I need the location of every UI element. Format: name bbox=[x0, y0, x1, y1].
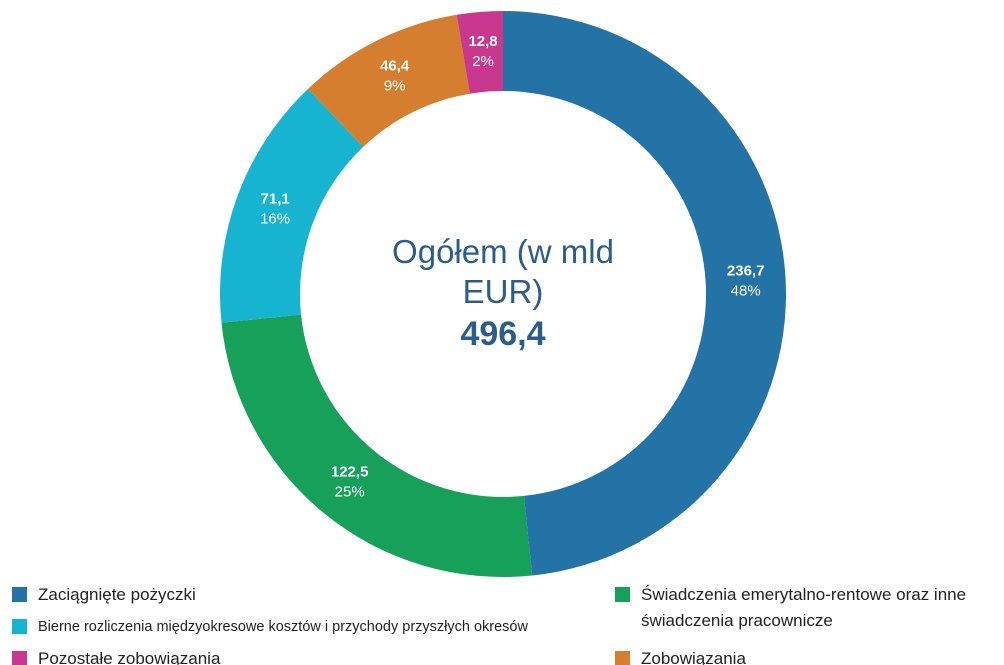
legend-item: Zobowiązania bbox=[615, 646, 975, 665]
donut-segment bbox=[219, 88, 364, 323]
legend-label: Pozostałe zobowiązania bbox=[38, 649, 221, 665]
donut-segment bbox=[308, 14, 470, 147]
value-label: 71,1 bbox=[261, 191, 290, 208]
legend-item: Świadczenia emerytalno-rentowe oraz inne… bbox=[615, 582, 975, 634]
legend-swatch bbox=[12, 651, 27, 665]
legend-item: Bierne rozliczenia międzyokresowe kosztó… bbox=[12, 614, 612, 640]
value-label: 236,7 bbox=[727, 262, 765, 279]
percent-label: 2% bbox=[472, 53, 494, 70]
center-label: Ogółem (w mld EUR) bbox=[392, 233, 614, 310]
value-label: 12,8 bbox=[468, 33, 497, 50]
donut-segment bbox=[456, 11, 503, 94]
legend-swatch bbox=[12, 587, 27, 602]
value-label: 46,4 bbox=[380, 57, 410, 74]
percent-label: 25% bbox=[335, 483, 365, 500]
value-label: 122,5 bbox=[331, 463, 369, 480]
center-total: 496,4 bbox=[460, 315, 546, 353]
legend-label: Zobowiązania bbox=[641, 649, 746, 665]
legend-label: Zaciągnięte pożyczki bbox=[38, 585, 196, 604]
legend-label: Bierne rozliczenia międzyokresowe kosztó… bbox=[38, 619, 528, 635]
percent-label: 9% bbox=[384, 77, 406, 94]
legend-swatch bbox=[12, 619, 27, 634]
legend-item: Pozostałe zobowiązania bbox=[12, 646, 582, 665]
percent-label: 16% bbox=[260, 211, 290, 228]
donut-segment bbox=[503, 11, 786, 576]
legend-swatch bbox=[615, 651, 630, 665]
legend-item: Zaciągnięte pożyczki bbox=[12, 582, 582, 608]
legend-swatch bbox=[615, 587, 630, 602]
legend-label: Świadczenia emerytalno-rentowe oraz inne… bbox=[641, 585, 967, 630]
donut-segment bbox=[221, 314, 533, 577]
center: Ogółem (w mld EUR) 496,4 bbox=[353, 232, 653, 356]
percent-label: 48% bbox=[731, 282, 761, 299]
